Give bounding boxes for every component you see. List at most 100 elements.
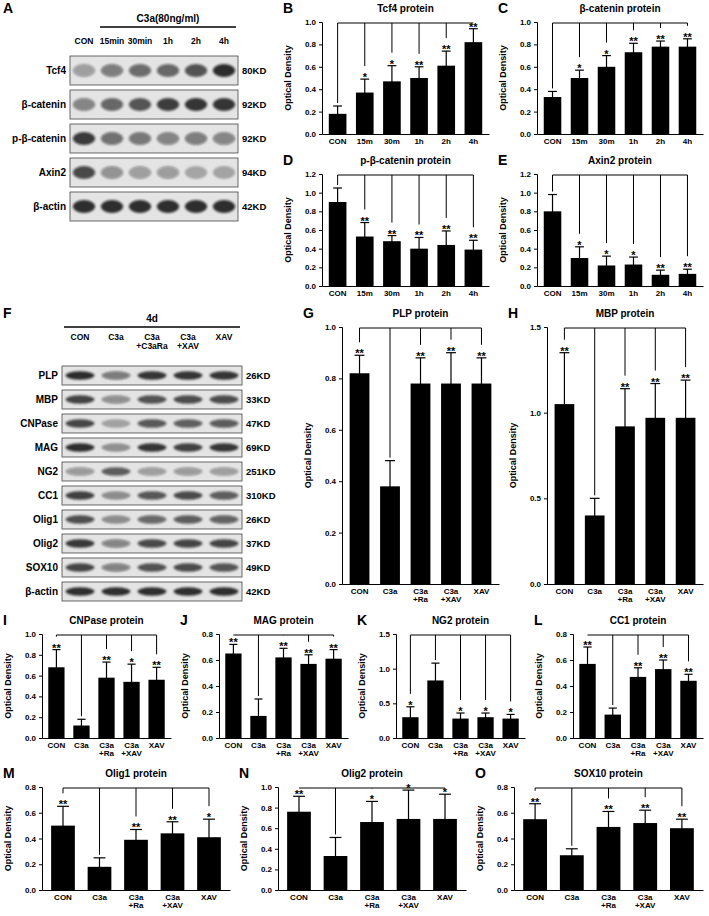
x-axis: CON15m30m1h2h4h <box>323 286 490 298</box>
y-tick-mark <box>534 267 537 268</box>
blot-strip <box>70 56 238 85</box>
error-bar-stem <box>337 106 338 122</box>
y-tick-label: 1.0 <box>520 18 532 27</box>
y-tick-label: 0.0 <box>202 734 214 743</box>
y-tick-label: 0.4 <box>520 245 532 254</box>
error-bar-cap <box>566 848 578 849</box>
significance-bracket <box>553 175 688 176</box>
y-tick: 1.0 <box>520 189 537 198</box>
significance-drop <box>571 788 572 846</box>
y-tick-mark <box>544 498 547 499</box>
blot-row-label: NG2 <box>37 466 58 477</box>
x-tick: C3a+XAV <box>645 584 666 604</box>
blot-band <box>66 443 95 451</box>
marks <box>225 644 341 738</box>
lane-label: 30min <box>128 36 153 46</box>
x-tick: CON <box>225 738 243 750</box>
x-axis-line <box>323 134 490 135</box>
error-bar-stem <box>408 790 409 848</box>
significance-drop <box>335 788 336 834</box>
y-tick-label: 0.8 <box>497 783 509 792</box>
y-tick-label: 0.8 <box>305 40 317 49</box>
error-bar <box>529 804 541 835</box>
y-tick-mark <box>511 787 514 788</box>
x-tick: C3a+XAV <box>398 890 419 910</box>
x-tick-label-line: 4h <box>683 289 692 298</box>
blot-row-size: 42KD <box>242 201 266 212</box>
x-axis-line <box>43 890 231 891</box>
significance-star: ** <box>634 660 643 672</box>
error-bar-stem <box>446 51 447 80</box>
significance-drop <box>420 328 421 345</box>
error-bar-cap <box>330 837 342 838</box>
x-tick-label: 4h <box>683 289 692 298</box>
blot-band <box>210 443 239 451</box>
blot-band <box>102 587 131 595</box>
x-tick-label: C3a <box>74 741 89 750</box>
chart-title: SOX10 protein <box>574 768 643 779</box>
blot-band <box>138 419 167 427</box>
y-tick-label: 0.6 <box>520 226 532 235</box>
chart-title: CC1 protein <box>610 615 667 626</box>
x-tick: XAV <box>678 584 695 596</box>
blot-band <box>138 491 167 499</box>
significance-bracket <box>338 175 474 176</box>
bar <box>625 52 643 134</box>
blot-row-size: 251KD <box>246 466 276 477</box>
x-tick-label: C3a+XAV <box>162 893 183 910</box>
x-tick-label-line: C3a <box>428 741 443 750</box>
x-axis: CON15m30m1h2h4h <box>538 134 704 146</box>
significance-star: ** <box>629 35 638 47</box>
y-axis-title: Optical Density <box>498 45 508 111</box>
y-tick-mark <box>216 712 219 713</box>
significance-bracket <box>299 788 445 789</box>
marks <box>48 650 164 738</box>
error-bar-cap <box>431 663 439 664</box>
x-tick-label: C3a <box>587 587 602 596</box>
significance-star: * <box>604 248 609 260</box>
x-tick: CON <box>329 286 347 298</box>
x-axis-line <box>220 738 349 739</box>
panel-label: C <box>498 0 508 16</box>
bar <box>679 47 697 134</box>
blot-band <box>174 371 203 379</box>
blot-row-label: β-catenin <box>22 99 66 110</box>
y-tick-label: 0.0 <box>520 282 532 291</box>
marks <box>51 806 221 890</box>
panel-label: D <box>283 152 293 168</box>
lane-label: XAV <box>216 332 233 342</box>
chart-title: Olig1 protein <box>105 768 167 779</box>
y-tick-mark <box>319 267 322 268</box>
x-tick-label-line: 15m <box>572 289 588 298</box>
blot-band <box>213 132 235 145</box>
x-tick: 1h <box>629 134 638 146</box>
x-tick-label: C3a+XAV <box>441 587 462 604</box>
x-tick: 1h <box>629 286 638 298</box>
x-tick: 2h <box>656 134 665 146</box>
y-axis: 0.00.20.40.60.81.0 <box>305 18 323 139</box>
y-tick: 0.0 <box>261 886 278 895</box>
blot-row-label: Axin2 <box>39 167 67 178</box>
x-tick: C3a+Ra <box>601 890 616 910</box>
error-bar <box>583 647 591 681</box>
blot-row-label: PLP <box>39 370 59 381</box>
y-axis-line <box>393 635 397 739</box>
x-tick-label-line: 30m <box>384 137 400 146</box>
y-tick: 0.4 <box>497 835 514 844</box>
significance-star: ** <box>684 666 693 678</box>
error-bar-stem <box>450 353 451 415</box>
panel-label: E <box>498 152 507 168</box>
error-bar <box>590 498 600 532</box>
y-axis: 0.00.51.01.5 <box>530 323 548 589</box>
y-axis-line <box>216 635 220 739</box>
y-tick-label: 0.4 <box>305 245 317 254</box>
x-tick-label: 2h <box>442 137 451 146</box>
bar <box>571 78 589 134</box>
significance-star: ** <box>102 654 111 666</box>
x-tick-label-line: 4h <box>683 137 692 146</box>
x-tick-label-line: XAV <box>674 893 691 902</box>
x-tick-label-line: 2h <box>656 137 665 146</box>
significance: ******* <box>52 635 161 716</box>
x-tick-label: XAV <box>681 741 698 750</box>
significance-star: * <box>577 62 582 74</box>
